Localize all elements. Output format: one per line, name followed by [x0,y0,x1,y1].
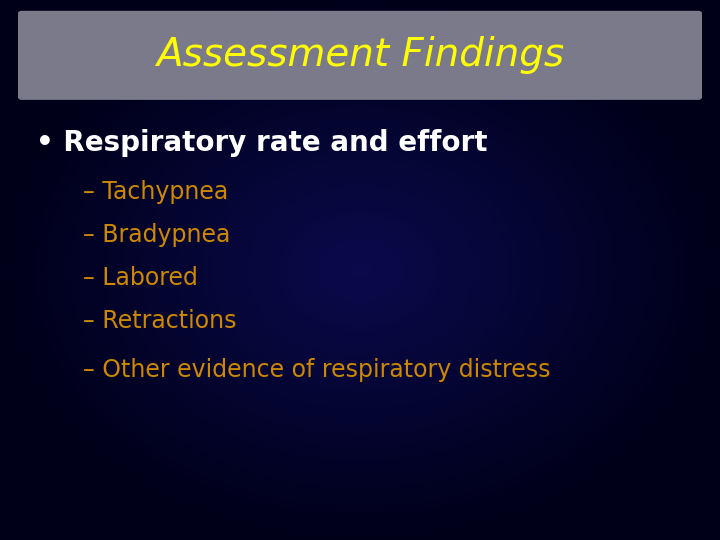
Text: – Other evidence of respiratory distress: – Other evidence of respiratory distress [83,358,550,382]
Text: – Labored: – Labored [83,266,198,290]
FancyBboxPatch shape [18,11,702,100]
Text: – Bradypnea: – Bradypnea [83,223,230,247]
Text: – Retractions: – Retractions [83,309,236,333]
Text: Assessment Findings: Assessment Findings [156,36,564,75]
Text: • Respiratory rate and effort: • Respiratory rate and effort [36,129,487,157]
Text: – Tachypnea: – Tachypnea [83,180,228,204]
